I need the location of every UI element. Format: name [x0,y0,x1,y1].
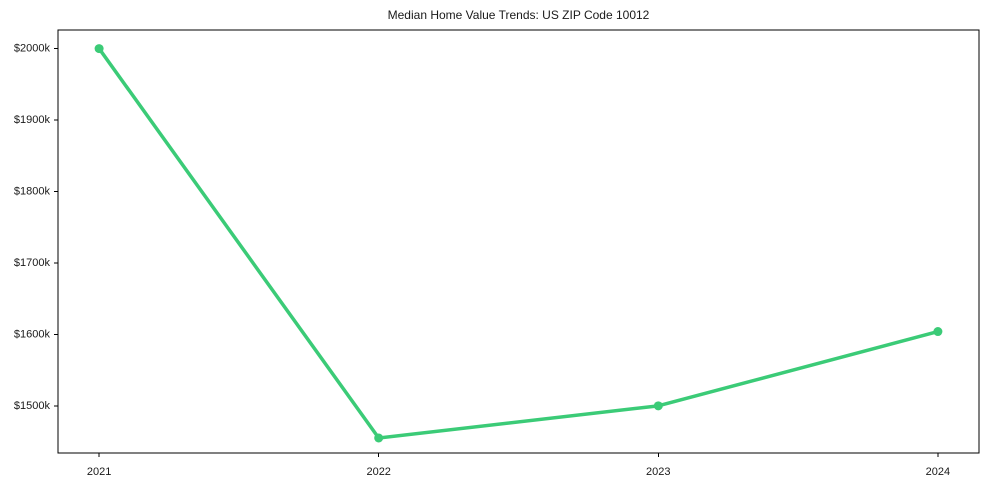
data-point-marker [933,327,943,337]
y-tick-label: $1700k [14,257,51,269]
chart-title: Median Home Value Trends: US ZIP Code 10… [387,8,650,22]
data-point-marker [94,44,104,54]
x-tick-label: 2022 [366,466,390,478]
y-tick-label: $1800k [14,185,51,197]
x-tick-label: 2023 [646,466,670,478]
data-point-marker [653,401,663,411]
trend-line [97,46,940,440]
y-tick-label: $1500k [14,400,51,412]
y-tick-label: $1600k [14,328,51,340]
plot-border [57,29,980,454]
data-point-marker [374,433,384,443]
y-tick-label: $1900k [14,114,51,126]
y-tick-label: $2000k [14,43,51,55]
x-tick-label: 2024 [926,466,950,478]
x-tick-label: 2021 [87,466,111,478]
